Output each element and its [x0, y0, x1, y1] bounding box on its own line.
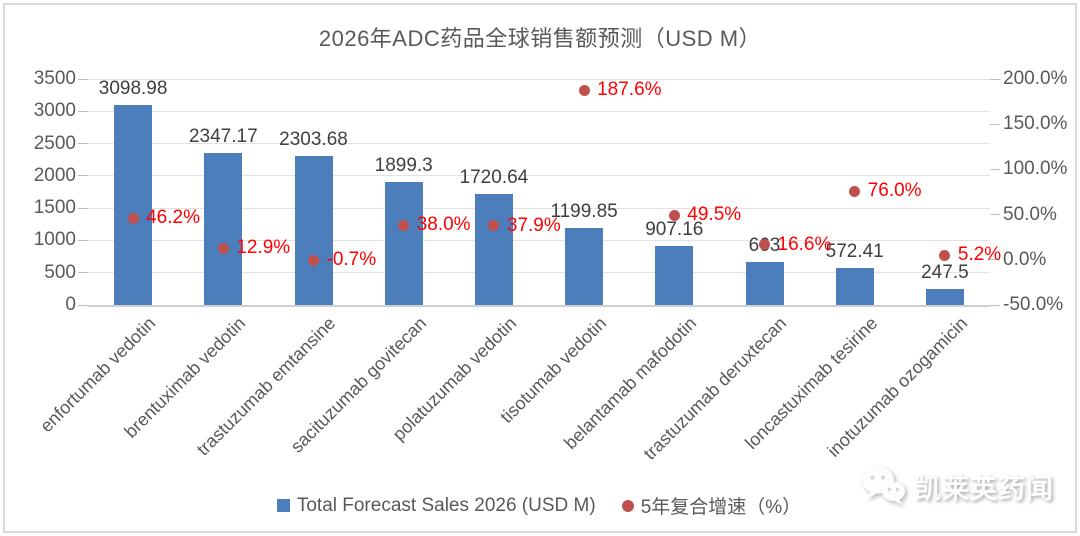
y-axis-tick-label: 1000 — [33, 229, 76, 251]
watermark-text: 凯莱英药闻 — [914, 473, 1054, 504]
y-axis-tick-label: 3500 — [33, 68, 76, 89]
legend-item-forecast-sales: Total Forecast Sales 2026 (USD M) — [276, 494, 596, 517]
bar — [745, 262, 784, 305]
y-axis-tick-label: 500 — [44, 261, 76, 283]
gridline — [88, 175, 990, 177]
y-axis-tick — [78, 207, 88, 209]
growth-value-label: 46.2% — [146, 207, 200, 229]
y-axis-tick — [78, 78, 88, 80]
growth-value-label: 187.6% — [597, 79, 662, 101]
growth-point — [578, 84, 590, 96]
bar — [925, 289, 964, 305]
growth-value-label: -0.7% — [326, 249, 377, 271]
y-axis-tick-label: 2000 — [33, 164, 76, 186]
y-axis-tick — [78, 143, 88, 145]
growth-point — [849, 185, 861, 197]
bar — [835, 268, 874, 305]
growth-point — [398, 219, 410, 231]
chart-title: 2026年ADC药品全球销售额预测（USD M） — [318, 26, 762, 51]
y-axis-tick — [78, 304, 88, 306]
bar-value-label: 572.41 — [825, 241, 884, 263]
legend-item-cagr: 5年复合增速（%） — [621, 492, 802, 519]
legend-bar-marker — [276, 499, 290, 512]
growth-point — [217, 242, 229, 254]
growth-value-label: 16.6% — [777, 233, 832, 255]
growth-point — [759, 239, 770, 251]
bar-value-label: 1720.64 — [459, 166, 529, 188]
y2-axis-tick-label: -50.0% — [1003, 294, 1064, 315]
y2-axis-tick-label: 50.0% — [1003, 203, 1057, 225]
bar-value-label: 1899.3 — [374, 155, 433, 177]
growth-point — [488, 220, 500, 232]
gridline — [88, 239, 990, 241]
growth-point — [939, 249, 951, 261]
bar — [204, 153, 243, 305]
gridline — [88, 272, 990, 274]
gridline — [88, 207, 990, 209]
y-axis-tick — [78, 175, 88, 177]
bar — [384, 182, 423, 305]
bar-value-label: 907.16 — [645, 219, 704, 241]
watermark: 凯莱英药闻 — [859, 464, 1054, 508]
y2-axis-tick-label: 0.0% — [1003, 248, 1047, 270]
y2-axis-tick — [990, 123, 1000, 125]
gridline — [88, 143, 990, 145]
y2-axis-tick-label: 100.0% — [1003, 158, 1068, 180]
y2-axis-tick — [990, 304, 1000, 306]
y2-axis-tick — [990, 168, 1000, 170]
bar — [565, 227, 604, 305]
legend-point-marker — [621, 499, 634, 512]
growth-value-label: 5.2% — [957, 244, 1002, 266]
bar-value-label: 247.5 — [921, 262, 969, 284]
growth-value-label: 76.0% — [867, 180, 922, 202]
y2-axis-tick-label: 200.0% — [1003, 68, 1068, 89]
growth-point — [127, 212, 139, 224]
gridline — [88, 78, 990, 80]
legend-label-forecast-sales: Total Forecast Sales 2026 (USD M) — [296, 494, 596, 516]
bar — [114, 104, 153, 305]
y2-axis-tick — [990, 259, 1000, 261]
y2-axis-tick-label: 150.0% — [1003, 113, 1068, 135]
legend: Total Forecast Sales 2026 (USD M) 5年复合增速… — [88, 492, 990, 519]
growth-value-label: 49.5% — [687, 204, 742, 226]
growth-value-label: 37.9% — [506, 214, 561, 236]
bar-value-label: 2303.68 — [279, 129, 348, 151]
bar-value-label: 2347.17 — [188, 126, 258, 148]
y2-axis-tick — [990, 78, 1000, 80]
bar — [655, 246, 694, 305]
bar — [474, 193, 513, 305]
y-axis-tick — [78, 110, 88, 112]
wechat-icon — [862, 466, 905, 505]
growth-point — [668, 209, 680, 221]
growth-value-label: 12.9% — [236, 237, 291, 259]
y-axis-tick-label: 0 — [65, 294, 76, 315]
growth-point — [308, 254, 319, 266]
growth-value-label: 38.0% — [416, 214, 471, 236]
bar — [294, 156, 333, 305]
y-axis-tick-label: 1500 — [33, 197, 76, 219]
bar-value-label: 3098.98 — [98, 77, 168, 99]
legend-label-cagr: 5年复合增速（%） — [640, 497, 802, 518]
y2-axis-tick — [990, 214, 1000, 216]
bar-value-label: 1199.85 — [550, 200, 618, 222]
gridline — [88, 110, 990, 112]
y-axis-tick-label: 3000 — [33, 100, 76, 122]
gridline — [88, 304, 990, 307]
y-axis-tick — [78, 272, 88, 274]
y-axis-tick — [78, 239, 88, 241]
y-axis-tick-label: 2500 — [33, 132, 76, 154]
